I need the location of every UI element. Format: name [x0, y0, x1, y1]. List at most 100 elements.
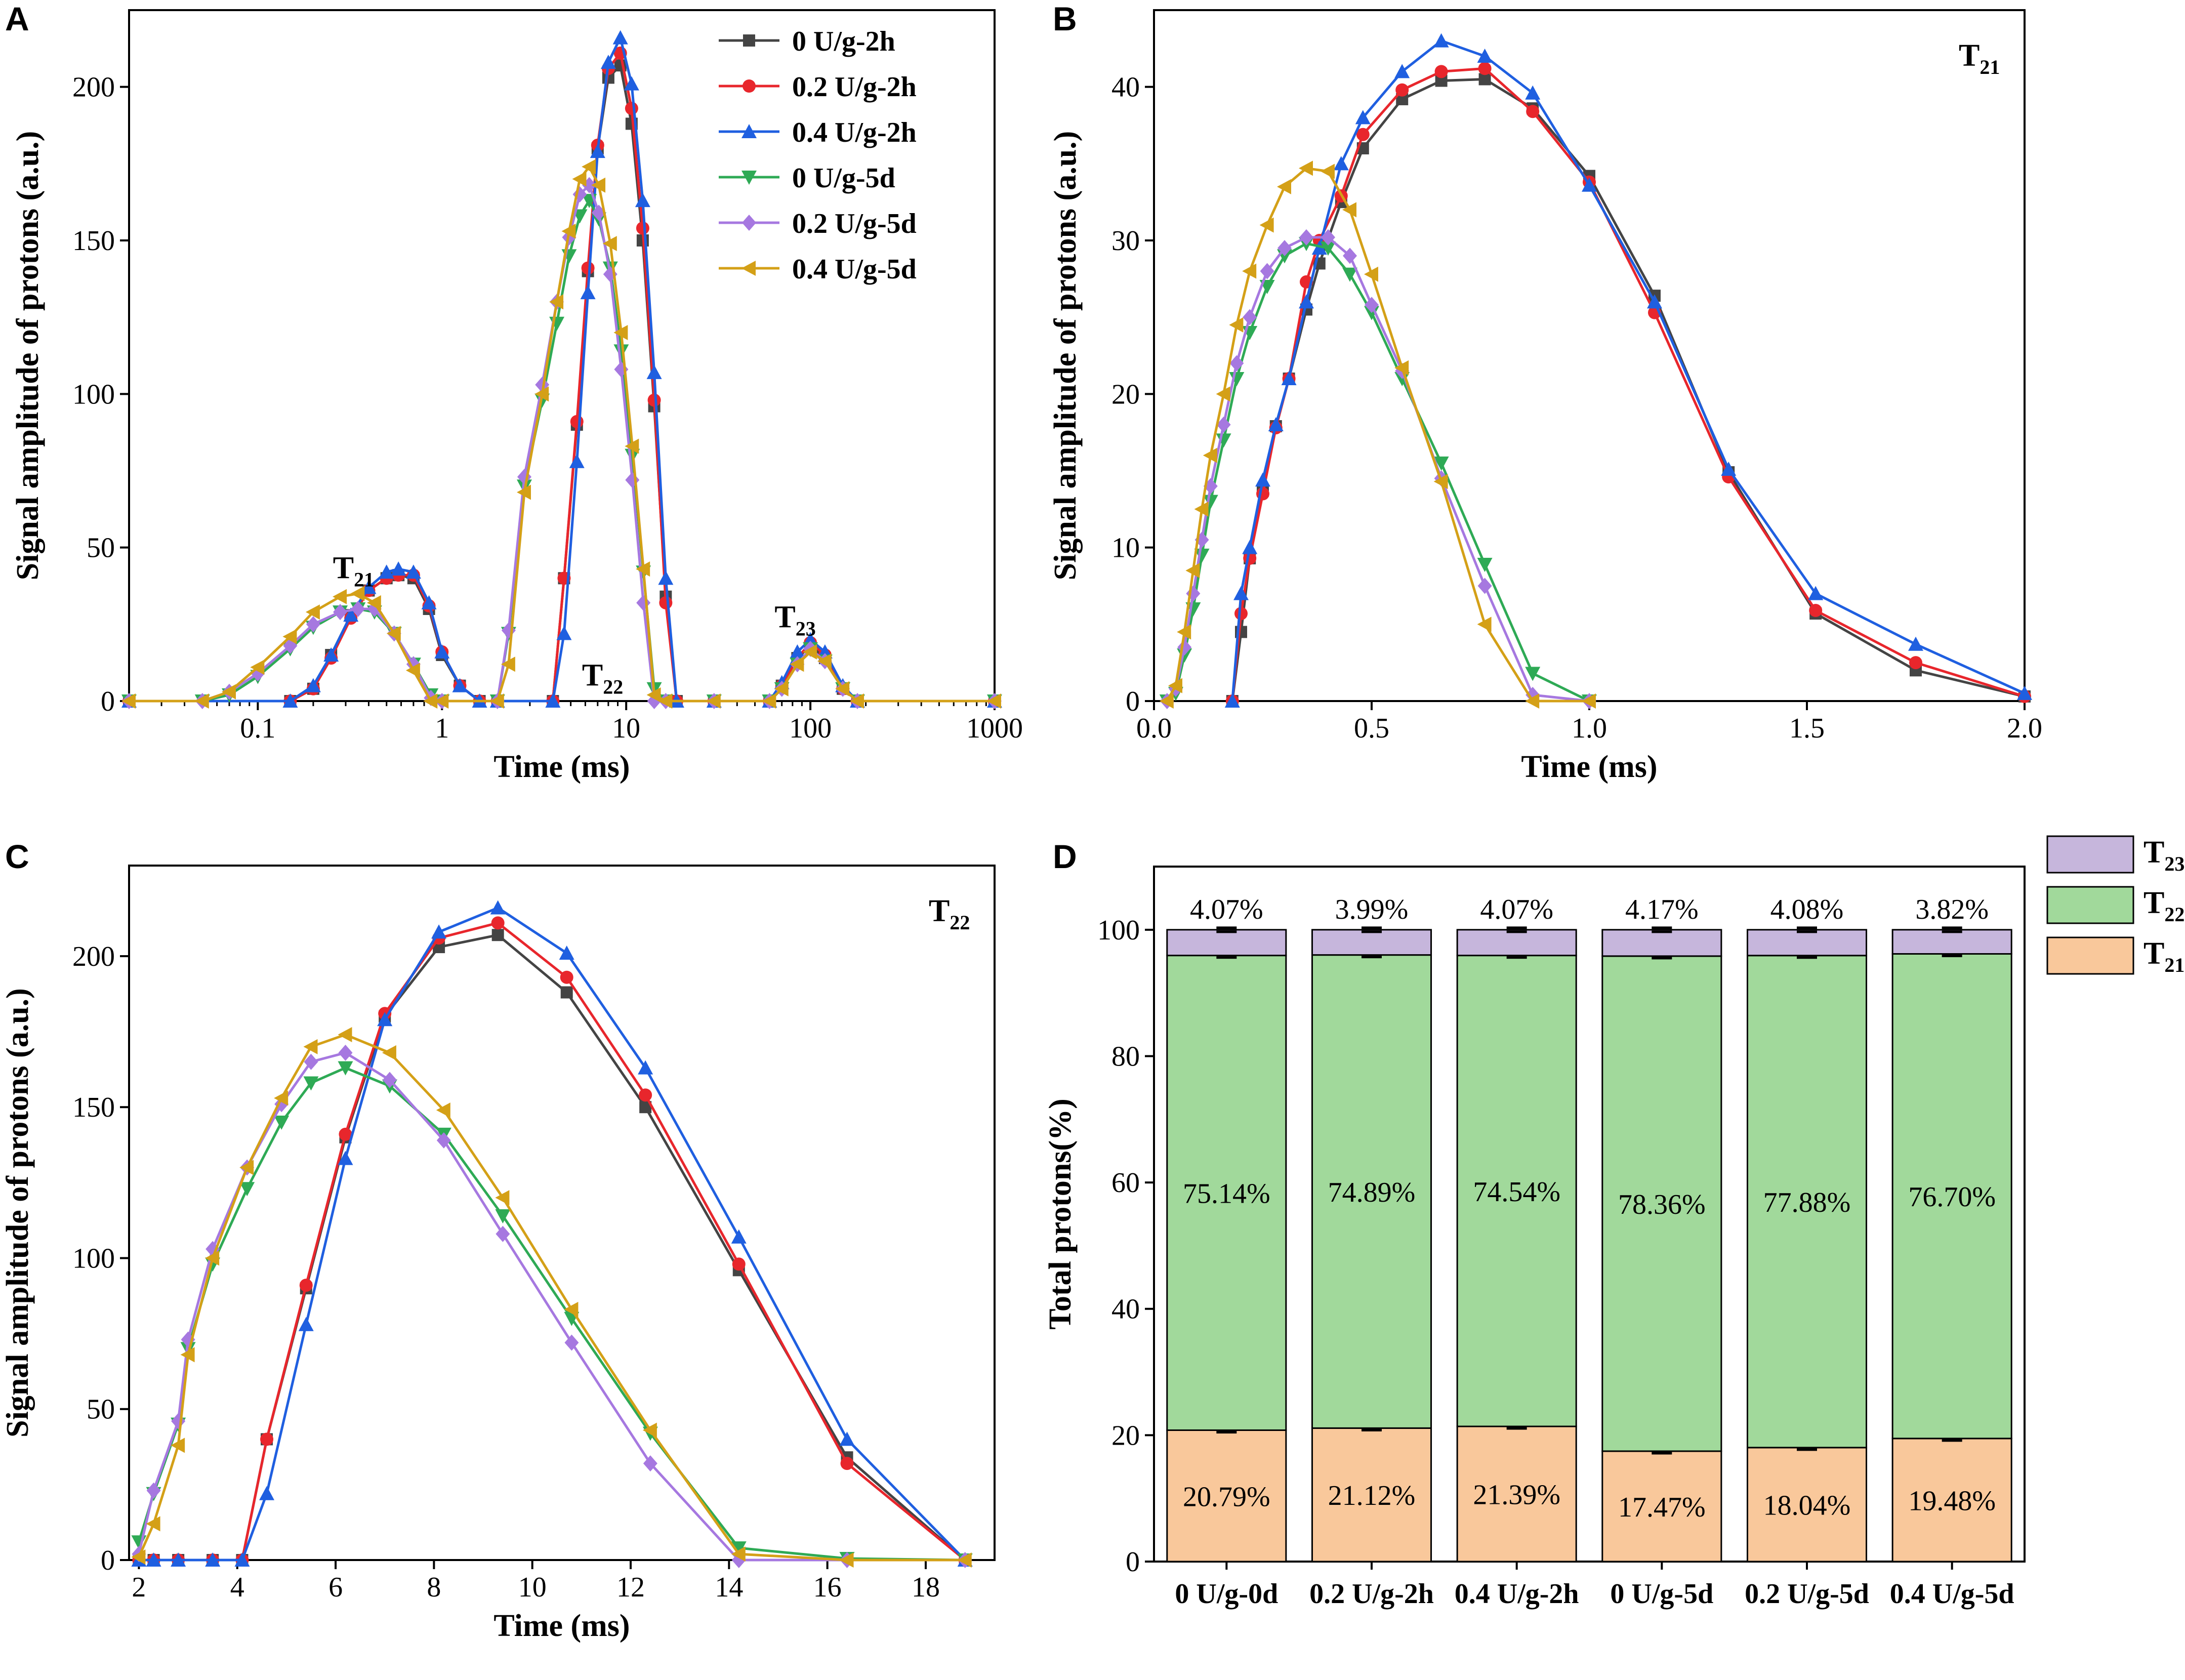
chart-a-point-0-4-u-g-5d: [613, 325, 628, 340]
chart-b-y-tick-label: 40: [1111, 72, 1140, 103]
chart-a-plot-frame: [128, 9, 996, 702]
chart-a-point-0-4-u-g-5d: [591, 177, 606, 193]
chart-c-point-0-2-u-g-2h: [299, 1279, 313, 1292]
chart-b-point-0-4-u-g-5d: [1216, 386, 1230, 402]
chart-a-point-0-4-u-g-2h: [590, 144, 605, 158]
chart-b-point-0-4-u-g-5d: [1321, 163, 1335, 179]
chart-a-point-0-2-u-g-2h: [659, 596, 673, 609]
chart-a-series-0-4-u-g-5d: [121, 159, 1001, 709]
chart-b-point-0-4-u-g-2h: [1394, 64, 1410, 78]
chart-c-x-axis-label: Time (ms): [493, 1609, 630, 1643]
chart-a-point-0-4-u-g-2h: [790, 644, 805, 659]
chart-a-point-0-4-u-g-5d: [646, 687, 661, 703]
chart-a-legend-label-0-u-g-2h: 0 U/g-2h: [792, 26, 895, 57]
chart-b-point-0-u-g-5d: [1342, 267, 1357, 282]
chart-b-point-0-u-g-5d: [1203, 495, 1218, 509]
chart-d-data-label: 20.79%: [1183, 1481, 1270, 1512]
chart-b-point-0-2-u-g-5d: [1243, 309, 1257, 325]
chart-a-legend-marker-0-4-u-g-5d: [741, 261, 756, 276]
chart-a-point-0-4-u-g-2h: [635, 193, 650, 208]
chart-c-y-tick-label: 200: [72, 941, 115, 972]
chart-a-point-0-4-u-g-5d: [762, 693, 776, 709]
chart-c-point-0-2-u-g-5d: [146, 1482, 161, 1499]
chart-c-y-tick-label: 0: [101, 1545, 115, 1576]
chart-a-point-0-4-u-g-5d: [549, 294, 564, 310]
chart-c-y-tick-label: 150: [72, 1092, 115, 1123]
chart-c-y-tick-label: 100: [72, 1243, 115, 1274]
chart-b-point-0-2-u-g-2h: [1809, 604, 1823, 618]
chart-a-point-0-4-u-g-5d: [817, 653, 832, 669]
chart-c-point-0-4-u-g-2h: [338, 1151, 353, 1165]
chart-d-bar-0-u-g-5d-t23: [1601, 929, 1722, 957]
chart-d-y-tick-label: 0: [1126, 1546, 1140, 1578]
chart-a-point-0-4-u-g-2h: [282, 693, 298, 708]
chart-c-point-0-4-u-g-2h: [146, 1552, 161, 1567]
chart-c-point-0-2-u-g-5d: [564, 1334, 579, 1351]
chart-b-point-0-2-u-g-2h: [1356, 128, 1370, 141]
chart-b-point-0-4-u-g-2h: [1268, 417, 1284, 431]
chart-b-point-0-4-u-g-5d: [1168, 678, 1182, 693]
chart-c-point-0-4-u-g-5d: [642, 1422, 657, 1438]
chart-c-line-0-4-u-g-2h: [139, 907, 966, 1562]
chart-a-point-0-4-u-g-5d: [121, 693, 136, 709]
chart-a-point-0-4-u-g-5d: [194, 693, 209, 709]
chart-a-point-0-4-u-g-2h: [421, 595, 437, 609]
chart-a-point-0-4-u-g-5d: [849, 693, 864, 709]
chart-c-point-0-2-u-g-5d: [643, 1455, 657, 1472]
chart-d-y-tick-label: 80: [1111, 1041, 1140, 1072]
chart-a-point-0-4-u-g-5d: [706, 693, 721, 709]
chart-a-legend-label-0-4-u-g-5d: 0.4 U/g-5d: [792, 254, 917, 285]
chart-a-y-tick-label: 200: [72, 72, 115, 103]
chart-a-legend-label-0-2-u-g-2h: 0.2 U/g-2h: [792, 71, 917, 103]
chart-a-point-0-2-u-g-2h: [636, 221, 649, 235]
chart-c-point-0-4-u-g-2h: [377, 1012, 393, 1027]
chart-c-point-0-4-u-g-5d: [274, 1090, 288, 1106]
chart-a-point-0-4-u-g-2h: [545, 693, 561, 708]
chart-a-y-tick-label: 0: [101, 686, 115, 717]
chart-d-legend-swatch-t23: [2046, 835, 2134, 874]
chart-b-y-axis-label: Signal amplitude of protons (a.u.): [1048, 131, 1083, 581]
chart-d-bar-0-u-g-0d-t23: [1166, 929, 1287, 957]
chart-b-point-0-4-u-g-2h: [1255, 472, 1270, 487]
chart-d-x-tick-label: 0.4 U/g-2h: [1455, 1578, 1579, 1610]
chart-d-legend-label-t21: T21: [2143, 936, 2184, 976]
panel-d-chart: 0 20 40 60 80 100 Total protons(%) 0 U/g-0d 20.7…: [1043, 835, 2184, 1610]
chart-b-point-0-2-u-g-5d: [1229, 355, 1244, 372]
chart-c-point-0-4-u-g-2h: [490, 900, 506, 915]
chart-d-bar-0-2-u-g-5d-t23: [1746, 929, 1868, 957]
chart-a-point-0-4-u-g-2h: [391, 561, 406, 576]
chart-c-point-0-4-u-g-5d: [436, 1102, 450, 1118]
chart-b-point-0-4-u-g-2h: [1808, 586, 1824, 600]
chart-b-x-tick-label: 0.0: [1136, 713, 1172, 744]
chart-b-line-0-4-u-g-2h: [1231, 39, 2026, 702]
chart-d-data-label: 77.88%: [1763, 1187, 1851, 1218]
chart-a-x-axis-label: Time (ms): [493, 750, 630, 784]
chart-a-point-0-2-u-g-5d: [351, 601, 365, 617]
chart-c-point-0-2-u-g-2h: [639, 1088, 652, 1102]
chart-c-point-0-4-u-g-5d: [146, 1516, 160, 1532]
chart-b-point-0-4-u-g-5d: [1299, 160, 1313, 176]
chart-c-x-tick-label: 2: [132, 1572, 146, 1603]
chart-a-y-tick-label: 50: [87, 532, 115, 564]
panel-a-chart: 0.1 1 10 100 1000 0 50 100 150 200 Time (ms) Signal…: [11, 9, 1023, 784]
chart-d-y-tick-label: 100: [1097, 915, 1140, 946]
chart-b-point-0-4-u-g-2h: [1242, 540, 1258, 554]
chart-a-point-0-4-u-g-2h: [580, 285, 596, 300]
chart-a-point-0-4-u-g-2h: [434, 644, 450, 659]
chart-d-bar-0-2-u-g-2h-t23: [1311, 929, 1432, 956]
chart-c-point-0-4-u-g-2h: [559, 945, 574, 960]
chart-b-point-0-u-g-5d: [1194, 548, 1210, 563]
chart-d-bar-0-4-u-g-2h-t21: [1456, 1425, 1577, 1563]
chart-d-data-label: 19.48%: [1908, 1485, 1996, 1517]
panel-b-chart: 0.0 0.5 1.0 1.5 2.0 0 10 20 30 40 Time (ms) Signal …: [1048, 9, 2042, 784]
chart-d-y-tick-label: 20: [1111, 1420, 1140, 1451]
chart-c-x-tick-label: 4: [230, 1572, 244, 1603]
chart-b-point-0-4-u-g-5d: [1582, 693, 1596, 709]
chart-b-point-0-u-g-5d: [1525, 667, 1541, 681]
chart-d-data-label: 3.82%: [1915, 894, 1989, 925]
chart-d-data-label: 74.89%: [1328, 1177, 1416, 1208]
chart-d-bar-0-u-g-0d-t22: [1166, 955, 1287, 1431]
chart-d-bar-0-4-u-g-5d-t23: [1891, 929, 2012, 955]
chart-d-data-label: 4.17%: [1625, 894, 1699, 925]
